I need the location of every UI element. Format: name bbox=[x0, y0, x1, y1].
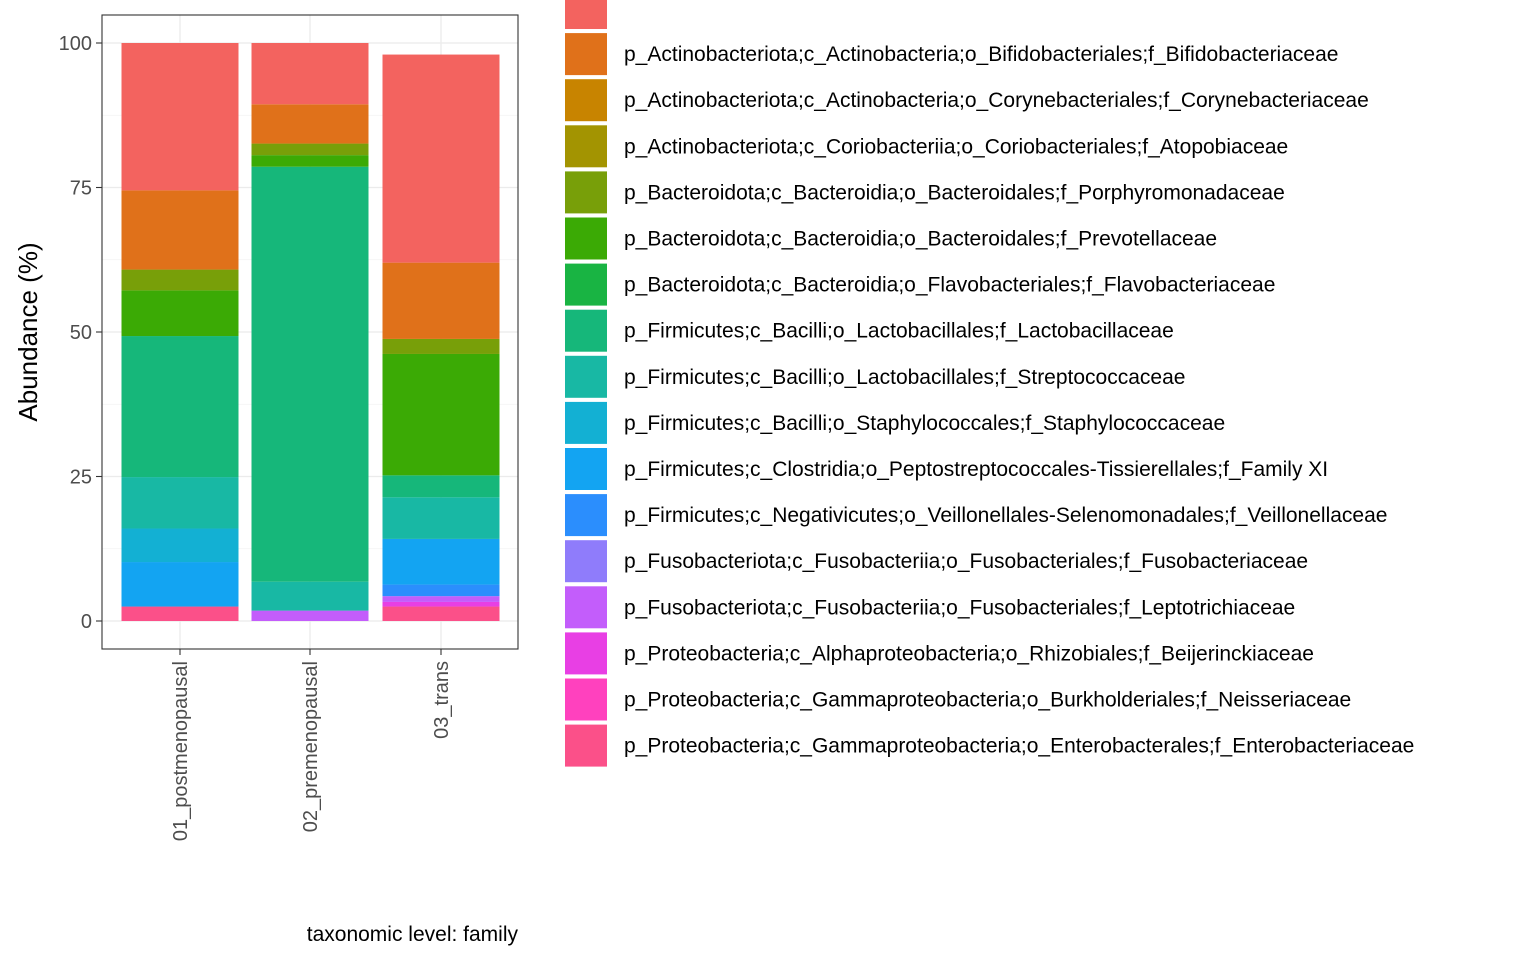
bar-segment bbox=[251, 104, 369, 144]
y-tick-label: 50 bbox=[70, 322, 92, 344]
y-axis-title: Abundance (%) bbox=[13, 242, 43, 421]
bar-segment bbox=[121, 190, 239, 270]
bar-segment bbox=[382, 54, 500, 263]
legend-label: p_Firmicutes;c_Negativicutes;o_Veillonel… bbox=[624, 504, 1387, 527]
legend-key bbox=[565, 632, 607, 675]
legend-label: p_Bacteroidota;c_Bacteroidia;o_Bacteroid… bbox=[624, 181, 1285, 204]
legend-label: p_Actinobacteriota;c_Actinobacteria;o_Bi… bbox=[624, 43, 1338, 66]
legend-key bbox=[565, 540, 607, 583]
y-tick-label: 75 bbox=[70, 178, 92, 200]
legend-key bbox=[565, 401, 607, 444]
bar-segment bbox=[121, 43, 239, 191]
legend-label: p_Bacteroidota;c_Bacteroidia;o_Bacteroid… bbox=[624, 228, 1217, 251]
bar-segment bbox=[251, 155, 369, 167]
legend-label: p_Firmicutes;c_Bacilli;o_Lactobacillales… bbox=[624, 366, 1185, 389]
y-tick-label: 0 bbox=[81, 611, 92, 633]
legend-label: p_Bacteroidota;c_Bacteroidia;o_Flavobact… bbox=[624, 274, 1275, 297]
bar-segment bbox=[251, 43, 369, 105]
bar-segment bbox=[382, 262, 500, 339]
legend-key bbox=[565, 355, 607, 398]
bar-segment bbox=[121, 528, 239, 563]
bar-segment bbox=[382, 475, 500, 498]
bar-segment bbox=[121, 562, 239, 607]
x-tick-label: 01_postmenopausal bbox=[170, 661, 192, 841]
legend-label: p_Fusobacteriota;c_Fusobacteriia;o_Fusob… bbox=[624, 550, 1308, 573]
bar-segment bbox=[121, 336, 239, 478]
legend-key bbox=[565, 125, 607, 168]
y-tick-label: 100 bbox=[59, 33, 92, 55]
legend-label: p_Firmicutes;c_Bacilli;o_Staphylococcale… bbox=[624, 412, 1225, 435]
chart-caption: taxonomic level: family bbox=[307, 923, 519, 946]
legend-label: p_Actinobacteriota;c_Coriobacteriia;o_Co… bbox=[624, 135, 1288, 158]
bar-segment bbox=[121, 269, 239, 291]
x-axis: 01_postmenopausal 02_premenopausal 03_tran… bbox=[170, 649, 453, 841]
legend-key bbox=[565, 494, 607, 537]
legend-key bbox=[565, 33, 607, 76]
legend-label: p_Firmicutes;c_Clostridia;o_Peptostrepto… bbox=[624, 458, 1328, 481]
bar-segment bbox=[382, 338, 500, 354]
legend-key bbox=[565, 263, 607, 306]
bar-segment bbox=[251, 581, 369, 611]
legend-key bbox=[565, 309, 607, 352]
legend-key bbox=[565, 678, 607, 721]
legend-key bbox=[565, 79, 607, 122]
legend-key bbox=[565, 0, 607, 29]
bar-segment bbox=[382, 538, 500, 585]
legend-label: p_Fusobacteriota;c_Fusobacteriia;o_Fusob… bbox=[624, 596, 1295, 619]
bar-segment bbox=[251, 166, 369, 582]
bar-segment bbox=[382, 601, 500, 607]
legend-label: p_Proteobacteria;c_Gammaproteobacteria;o… bbox=[624, 735, 1414, 758]
x-tick-label: 03_trans bbox=[431, 661, 453, 739]
bar-segment bbox=[382, 596, 500, 602]
legend-key bbox=[565, 217, 607, 260]
bar-segment bbox=[251, 143, 369, 156]
bar-segment bbox=[382, 606, 500, 621]
legend-label: p_Firmicutes;c_Bacilli;o_Lactobacillales… bbox=[624, 320, 1174, 343]
x-tick-label: 02_premenopausal bbox=[300, 661, 322, 832]
bar-segment bbox=[121, 290, 239, 337]
legend-key bbox=[565, 724, 607, 767]
legend-key bbox=[565, 171, 607, 214]
legend-label: p_Proteobacteria;c_Alphaproteobacteria;o… bbox=[624, 642, 1314, 665]
bar-segment bbox=[382, 497, 500, 539]
bar-segment bbox=[121, 606, 239, 621]
bar-segment bbox=[121, 477, 239, 529]
legend-label: p_Proteobacteria;c_Gammaproteobacteria;o… bbox=[624, 689, 1351, 712]
legend-label: p_Actinobacteriota;c_Actinobacteria;o_Co… bbox=[624, 89, 1369, 112]
bar-segment bbox=[251, 610, 369, 621]
legend-key bbox=[565, 586, 607, 629]
y-axis: 0 25 50 75 100 bbox=[59, 33, 102, 633]
bar-segment bbox=[382, 353, 500, 476]
legend: p_Actinobacteriota;c_Actinobacteria;o_Bi… bbox=[565, 0, 1414, 767]
legend-key bbox=[565, 448, 607, 490]
bars-layer bbox=[121, 43, 500, 621]
y-tick-label: 25 bbox=[70, 467, 92, 489]
bar-segment bbox=[382, 584, 500, 597]
